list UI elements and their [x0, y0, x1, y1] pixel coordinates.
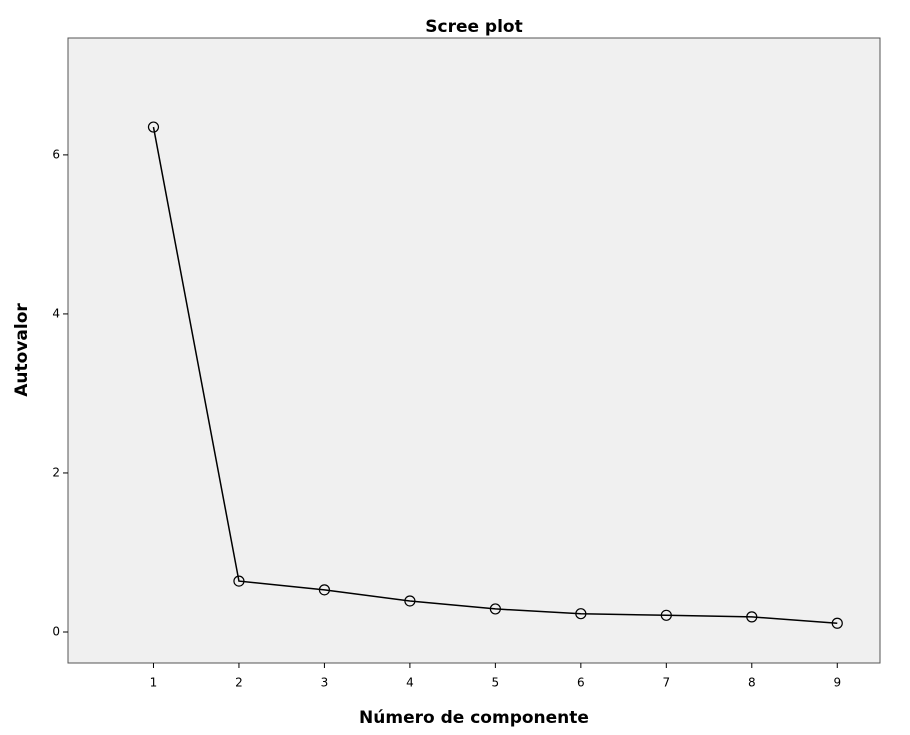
point: [233, 575, 245, 587]
plot-area: [67, 37, 881, 664]
x-tick-label: 6: [577, 676, 585, 690]
point: [746, 611, 758, 623]
point: [831, 617, 843, 629]
x-axis-label: Número de componente: [359, 708, 589, 728]
x-tick-label: 8: [748, 676, 756, 690]
x-tick-label: 1: [150, 676, 158, 690]
x-tick-label: 9: [833, 676, 841, 690]
x-tick-label: 3: [321, 676, 329, 690]
line: [152, 126, 838, 624]
chart-title: Scree plot: [425, 17, 522, 37]
x-tick-label: 7: [662, 676, 670, 690]
y-tick-label: 2: [52, 465, 60, 479]
x-tick-label: 2: [235, 676, 243, 690]
point: [575, 608, 587, 620]
y-tick-label: 4: [52, 306, 60, 320]
point: [404, 595, 416, 607]
x-tick-label: 4: [406, 676, 414, 690]
point: [318, 584, 331, 596]
point: [660, 609, 672, 621]
y-axis-label: Autovalor: [12, 303, 32, 397]
y-tick-label: 0: [52, 624, 60, 638]
y-tick-label: 6: [52, 147, 60, 161]
point: [489, 603, 501, 615]
point: [147, 121, 160, 133]
x-tick-label: 5: [492, 676, 500, 690]
